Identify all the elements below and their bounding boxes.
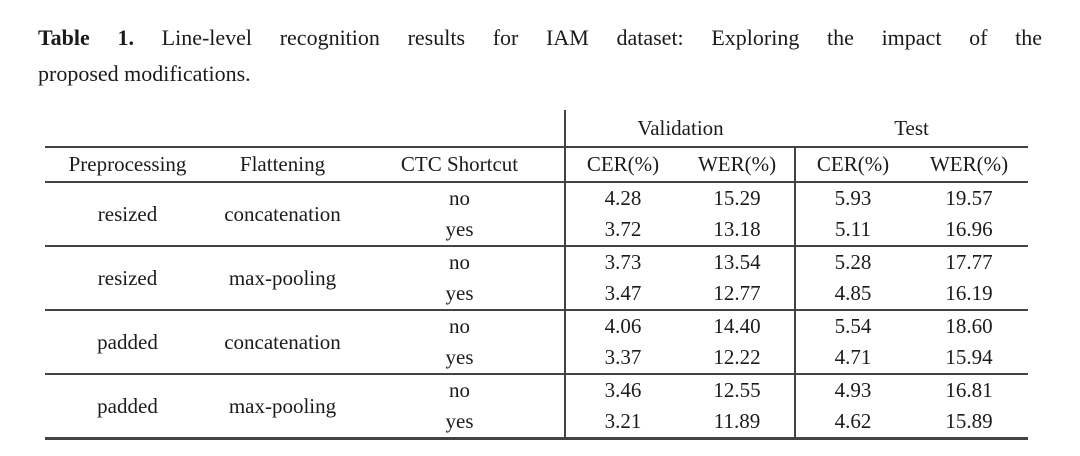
- cell-test-wer: 18.60: [910, 309, 1029, 342]
- cell-test-cer: 4.62: [794, 406, 911, 440]
- column-header-row: Preprocessing Flattening CTC Shortcut CE…: [45, 146, 1029, 183]
- cell-val-wer: 15.29: [713, 186, 761, 210]
- cell-val-cer: 3.46: [564, 373, 681, 406]
- table-row: yes 3.47 12.77 4.85 16.19: [45, 278, 1028, 310]
- cell-val-wer: 12.77: [713, 281, 761, 305]
- column-header-val-wer: WER(%): [680, 146, 796, 183]
- column-header-val-cer: CER(%): [564, 146, 681, 183]
- cell-ctc-shortcut: no: [355, 309, 566, 342]
- cell-ctc-shortcut: yes: [355, 406, 566, 440]
- table-row: yes 3.37 12.22 4.71 15.94: [45, 342, 1028, 374]
- cell-flattening: concatenation: [210, 309, 355, 374]
- cell-test-wer: 19.57: [945, 186, 993, 210]
- cell-ctc-shortcut: no: [449, 186, 470, 210]
- cell-test-cer: 4.93: [794, 373, 911, 406]
- cell-flattening: concatenation: [224, 201, 341, 226]
- table-group-resized-concatenation: resized concatenation no 4.28 15.29 5.93…: [45, 182, 1028, 246]
- cell-ctc-shortcut: no: [355, 373, 566, 406]
- cell-test-wer: 15.89: [910, 406, 1029, 440]
- column-header-ctc-shortcut: CTC Shortcut: [355, 146, 566, 183]
- cell-val-cer: 3.37: [564, 342, 681, 374]
- table-row: resized max-pooling no 3.73 13.54 5.28 1…: [45, 245, 1029, 310]
- cell-test-cer: 4.85: [794, 278, 911, 310]
- table-row: yes 3.21 11.89 4.62 15.89: [45, 406, 1029, 440]
- cell-val-wer: 12.55: [680, 373, 796, 406]
- cell-val-wer: 12.22: [713, 345, 761, 369]
- table-row: resized concatenation no 4.28 15.29 5.93…: [45, 182, 1028, 226]
- cell-val-wer: 13.18: [713, 217, 761, 241]
- cell-val-cer: 3.73: [564, 245, 681, 278]
- table-group-padded-max-pooling: padded max-pooling no 3.46 12.55 4.93 16…: [45, 373, 1029, 440]
- cell-val-wer: 14.40: [680, 309, 796, 342]
- cell-ctc-shortcut: yes: [445, 217, 474, 241]
- cell-ctc-shortcut: yes: [445, 281, 474, 305]
- caption-text: Line-level recognition results for IAM d…: [161, 25, 1042, 50]
- column-group-test: Test: [894, 115, 929, 140]
- cell-test-cer: 5.54: [794, 309, 911, 342]
- caption-line-1: Table 1. Line-level recognition results …: [38, 20, 1042, 56]
- table-row: padded max-pooling no 3.46 12.55 4.93 16…: [45, 373, 1029, 440]
- cell-flattening: max-pooling: [210, 373, 355, 440]
- cell-test-wer: 16.96: [945, 217, 993, 241]
- cell-val-cer: 3.47: [564, 278, 681, 310]
- caption-line-2: proposed modifications.: [38, 61, 251, 86]
- table-row: padded concatenation no 4.06 14.40 5.54 …: [45, 309, 1029, 374]
- cell-test-wer: 16.19: [945, 281, 993, 305]
- column-group-validation: Validation: [564, 110, 796, 147]
- cell-preprocessing: resized: [45, 245, 210, 310]
- cell-preprocessing: padded: [45, 373, 210, 440]
- cell-test-wer: 16.81: [910, 373, 1029, 406]
- table-group-resized-max-pooling: resized max-pooling no 3.73 13.54 5.28 1…: [45, 245, 1029, 310]
- cell-test-cer: 4.71: [794, 342, 911, 374]
- cell-val-cer: 4.06: [564, 309, 681, 342]
- cell-test-cer: 5.28: [794, 245, 911, 278]
- cell-val-cer: 3.21: [564, 406, 681, 440]
- results-table: Validation Test Preprocessing Flattening…: [45, 110, 1029, 440]
- column-header-preprocessing: Preprocessing: [45, 146, 210, 183]
- column-header-flattening: Flattening: [210, 146, 355, 183]
- cell-ctc-shortcut: no: [355, 245, 566, 278]
- cell-test-wer: 15.94: [945, 345, 993, 369]
- table-row: yes 3.72 13.18 5.11 16.96: [45, 214, 1028, 246]
- cell-preprocessing: padded: [45, 309, 210, 374]
- column-header-test-cer: CER(%): [794, 146, 911, 183]
- cell-val-cer: 3.72: [564, 214, 681, 246]
- cell-preprocessing: resized: [97, 201, 158, 226]
- cell-val-wer: 11.89: [680, 406, 796, 440]
- column-header-test-wer: WER(%): [910, 146, 1029, 183]
- table-caption: Table 1. Line-level recognition results …: [38, 20, 1042, 92]
- spacer-cell: [45, 110, 565, 147]
- cell-test-cer: 5.93: [794, 182, 911, 214]
- cell-test-cer: 5.11: [794, 214, 911, 246]
- cell-flattening: max-pooling: [210, 245, 355, 310]
- column-group-row: Validation Test: [45, 110, 1028, 147]
- cell-val-wer: 13.54: [680, 245, 796, 278]
- caption-label: Table 1.: [38, 25, 134, 50]
- cell-test-wer: 17.77: [910, 245, 1029, 278]
- cell-ctc-shortcut: yes: [445, 345, 474, 369]
- table-group-padded-concatenation: padded concatenation no 4.06 14.40 5.54 …: [45, 309, 1029, 374]
- cell-val-cer: 4.28: [564, 182, 681, 214]
